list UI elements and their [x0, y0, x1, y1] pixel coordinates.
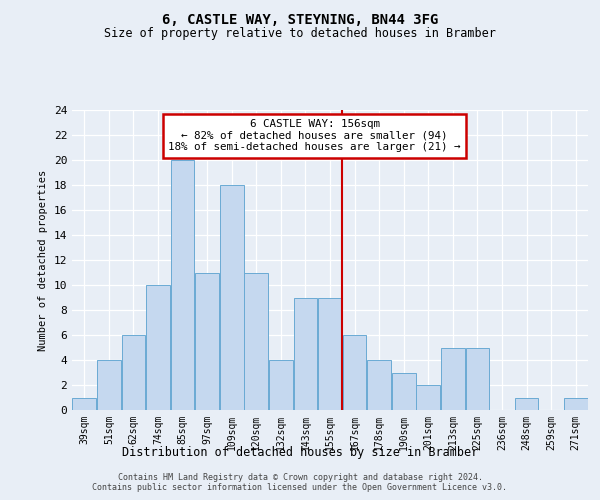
Bar [441, 348, 465, 410]
Bar [244, 272, 268, 410]
Bar [392, 372, 416, 410]
Bar [122, 335, 145, 410]
Text: Size of property relative to detached houses in Bramber: Size of property relative to detached ho… [104, 28, 496, 40]
Text: 6, CASTLE WAY, STEYNING, BN44 3FG: 6, CASTLE WAY, STEYNING, BN44 3FG [162, 12, 438, 26]
Bar [416, 385, 440, 410]
Bar [343, 335, 367, 410]
Bar [220, 185, 244, 410]
Bar [466, 348, 490, 410]
Bar [195, 272, 219, 410]
Bar [318, 298, 342, 410]
Text: Distribution of detached houses by size in Bramber: Distribution of detached houses by size … [122, 446, 478, 459]
Bar [269, 360, 293, 410]
Bar [564, 398, 587, 410]
Text: Contains HM Land Registry data © Crown copyright and database right 2024.
Contai: Contains HM Land Registry data © Crown c… [92, 473, 508, 492]
Text: 6 CASTLE WAY: 156sqm
← 82% of detached houses are smaller (94)
18% of semi-detac: 6 CASTLE WAY: 156sqm ← 82% of detached h… [168, 119, 461, 152]
Bar [97, 360, 121, 410]
Bar [293, 298, 317, 410]
Bar [170, 160, 194, 410]
Bar [367, 360, 391, 410]
Y-axis label: Number of detached properties: Number of detached properties [38, 170, 48, 350]
Bar [73, 398, 96, 410]
Bar [515, 398, 538, 410]
Bar [146, 285, 170, 410]
